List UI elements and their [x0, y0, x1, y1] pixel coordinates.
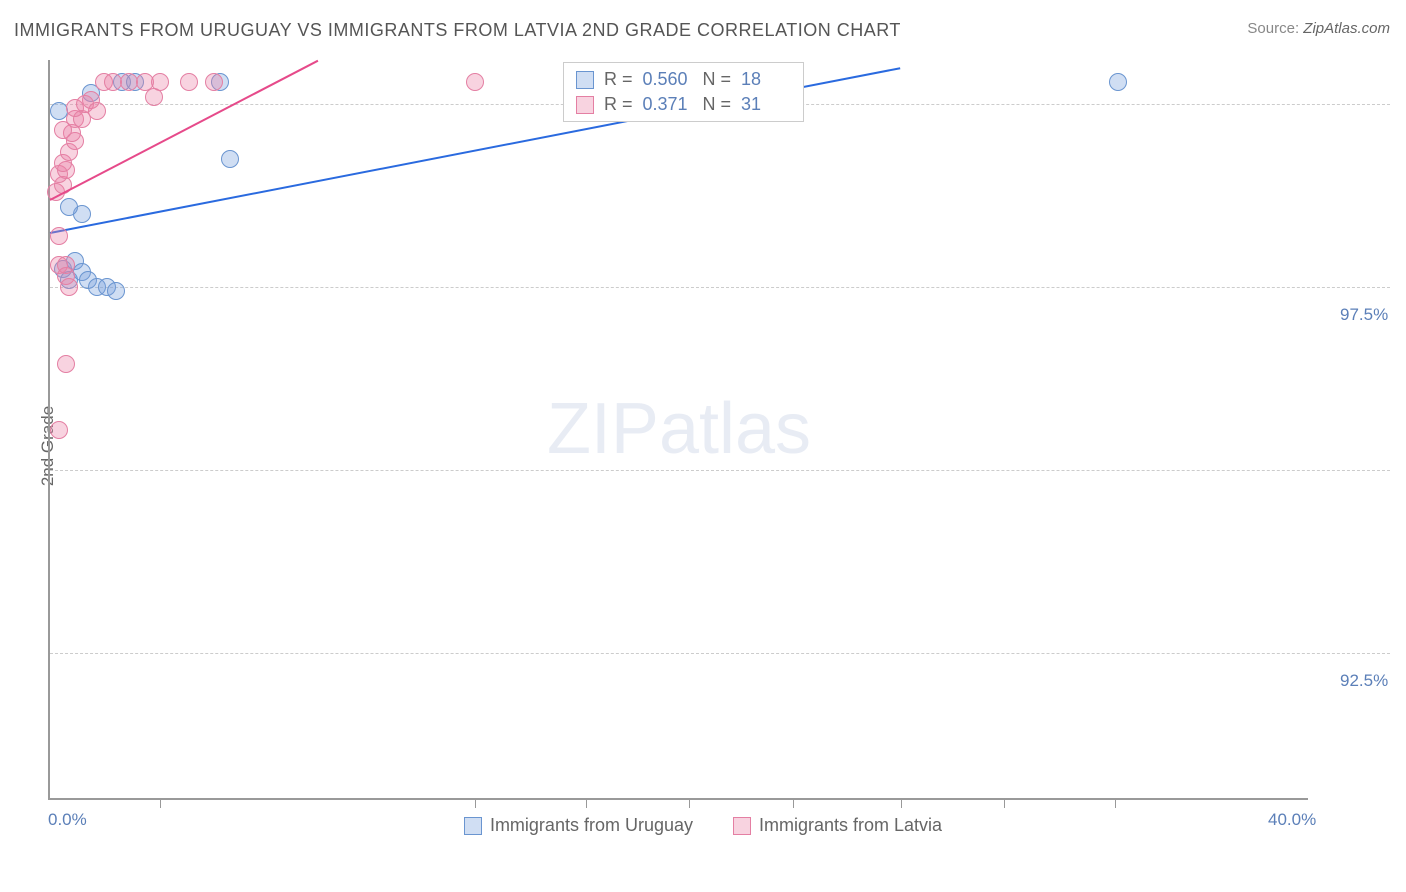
x-tick: [793, 798, 794, 808]
data-point: [57, 355, 75, 373]
source-label: Source:: [1247, 20, 1299, 37]
x-tick: [475, 798, 476, 808]
stats-swatch-icon: [576, 96, 594, 114]
x-tick-label: 0.0%: [48, 810, 87, 830]
data-point: [50, 421, 68, 439]
r-value: 0.371: [643, 94, 693, 115]
source-value: ZipAtlas.com: [1303, 20, 1390, 37]
data-point: [205, 73, 223, 91]
r-label: R =: [604, 94, 633, 115]
x-tick: [1004, 798, 1005, 808]
legend-label: Immigrants from Uruguay: [490, 815, 693, 836]
stats-box: R = 0.560 N = 18 R = 0.371 N = 31: [563, 62, 804, 122]
legend-swatch-icon: [733, 817, 751, 835]
data-point: [88, 102, 106, 120]
legend-item-uruguay: Immigrants from Uruguay: [464, 815, 693, 836]
data-point: [50, 227, 68, 245]
r-value: 0.560: [643, 69, 693, 90]
stats-swatch-icon: [576, 71, 594, 89]
x-tick: [689, 798, 690, 808]
x-tick: [901, 798, 902, 808]
legend-label: Immigrants from Latvia: [759, 815, 942, 836]
r-label: R =: [604, 69, 633, 90]
gridline: [50, 287, 1390, 288]
data-point: [60, 198, 78, 216]
data-point: [466, 73, 484, 91]
y-tick-label: 97.5%: [1340, 305, 1388, 325]
correlation-chart-container: IMMIGRANTS FROM URUGUAY VS IMMIGRANTS FR…: [0, 0, 1406, 892]
chart-title: IMMIGRANTS FROM URUGUAY VS IMMIGRANTS FR…: [14, 20, 901, 41]
legend: Immigrants from Uruguay Immigrants from …: [0, 815, 1406, 836]
data-point: [107, 282, 125, 300]
watermark-text: ZIPatlas: [547, 388, 811, 470]
n-value: 31: [741, 94, 791, 115]
source-attribution: Source: ZipAtlas.com: [1247, 20, 1390, 37]
legend-swatch-icon: [464, 817, 482, 835]
x-tick: [586, 798, 587, 808]
n-label: N =: [703, 94, 732, 115]
data-point: [180, 73, 198, 91]
data-point: [60, 278, 78, 296]
y-tick-label: 92.5%: [1340, 671, 1388, 691]
stats-row: R = 0.371 N = 31: [576, 92, 791, 117]
legend-item-latvia: Immigrants from Latvia: [733, 815, 942, 836]
x-tick: [1115, 798, 1116, 808]
gridline: [50, 653, 1390, 654]
x-tick: [160, 798, 161, 808]
n-label: N =: [703, 69, 732, 90]
data-point: [145, 88, 163, 106]
gridline: [50, 470, 1390, 471]
stats-row: R = 0.560 N = 18: [576, 67, 791, 92]
x-tick-label: 40.0%: [1268, 810, 1316, 830]
plot-area: ZIPatlas: [48, 60, 1308, 800]
data-point: [221, 150, 239, 168]
n-value: 18: [741, 69, 791, 90]
data-point: [1109, 73, 1127, 91]
